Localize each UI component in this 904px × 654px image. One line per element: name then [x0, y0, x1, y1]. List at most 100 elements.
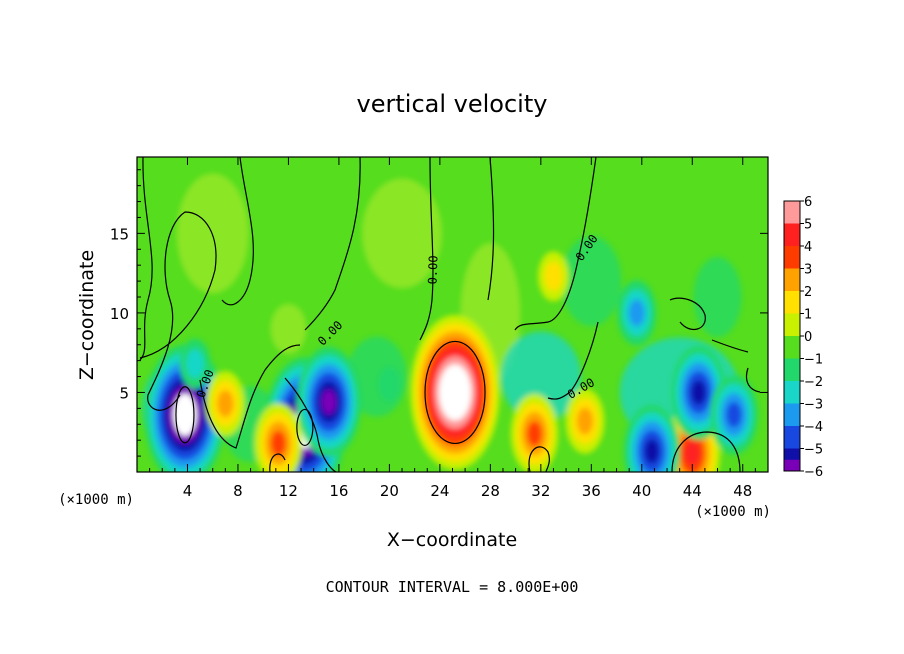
y-axis-label: Z−coordinate	[76, 250, 98, 380]
field-shading	[362, 178, 443, 289]
field-shading	[270, 303, 307, 354]
x-tick-label: 12	[279, 482, 298, 500]
velocity-cell	[205, 371, 245, 437]
velocity-ring	[526, 421, 543, 447]
velocity-ring	[186, 349, 205, 379]
contour-label: 0.00	[426, 255, 441, 284]
colorbar-label: −1	[804, 353, 823, 368]
y-tick-label: 15	[110, 225, 129, 243]
velocity-core	[442, 369, 468, 416]
colorbar-swatch	[784, 381, 800, 404]
velocity-cell	[710, 374, 758, 455]
velocity-cell	[617, 280, 657, 346]
zero-contour	[269, 453, 286, 472]
x-tick-label: 8	[233, 482, 243, 500]
chart-title: vertical velocity	[357, 90, 548, 118]
colorbar-label: −4	[804, 420, 823, 435]
colorbar-label: −2	[804, 375, 823, 390]
velocity-cell	[296, 347, 362, 457]
x-tick-label: 44	[683, 482, 702, 500]
colorbar-label: 2	[804, 285, 812, 300]
colorbar-label: −6	[804, 465, 823, 480]
velocity-ring	[685, 440, 700, 466]
zero-contour	[528, 446, 550, 472]
velocity-cell	[179, 338, 211, 389]
colorbar-swatch	[784, 223, 800, 247]
colorbar-swatch	[784, 291, 800, 314]
y-tick-label: 10	[110, 305, 129, 323]
colorbar-label: 1	[804, 308, 812, 323]
colorbar-swatch	[784, 403, 800, 427]
colorbar-label: 3	[804, 263, 812, 278]
velocity-ring	[270, 430, 286, 457]
field-shading	[693, 257, 742, 337]
zero-contour	[199, 344, 301, 449]
velocity-core	[173, 393, 197, 436]
zero-contour	[711, 339, 749, 353]
velocity-ring	[628, 299, 645, 327]
x-tick-label: 32	[531, 482, 550, 500]
x-tick-label: 4	[183, 482, 193, 500]
velocity-cell	[538, 251, 569, 302]
field-shading	[500, 331, 581, 422]
contour-interval-note: CONTOUR INTERVAL = 8.000E+00	[326, 578, 579, 596]
colorbar-label: 4	[804, 240, 812, 255]
velocity-ring	[576, 407, 594, 435]
velocity-ring	[544, 261, 563, 291]
colorbar-swatch	[784, 358, 800, 382]
velocity-ring	[217, 390, 234, 417]
y-tick-label: 5	[119, 384, 129, 402]
zero-contour	[671, 431, 741, 472]
velocity-ring	[726, 402, 742, 428]
zero-contour	[547, 321, 599, 400]
field-shading	[561, 236, 622, 327]
zero-contour	[221, 157, 254, 306]
colorbar-swatch	[784, 459, 800, 471]
colorbar-label: 5	[804, 218, 812, 233]
colorbar-swatch	[784, 336, 800, 359]
extreme-contour	[424, 340, 486, 445]
x-tick-label: 16	[329, 482, 348, 500]
velocity-cell	[510, 393, 559, 472]
x-tick-label: 24	[430, 482, 449, 500]
velocity-cell	[378, 367, 401, 402]
colorbar-swatch	[784, 268, 800, 292]
velocity-ring	[691, 380, 706, 405]
velocity-cell	[410, 314, 500, 470]
zero-contour	[745, 367, 761, 393]
colorbar-label: 0	[804, 330, 812, 345]
extreme-contour	[175, 386, 195, 444]
colorbar-label: 6	[804, 195, 812, 210]
zero-contour	[284, 377, 337, 472]
field-shading	[176, 173, 249, 294]
zero-contour	[304, 157, 361, 331]
zero-contour	[514, 157, 597, 331]
zero-contour	[139, 157, 153, 361]
zero-contour	[669, 297, 706, 331]
colorbar-label: −3	[804, 398, 823, 413]
velocity-ring	[644, 439, 660, 464]
x-tick-label: 48	[733, 482, 752, 500]
x-tick-label: 20	[380, 482, 399, 500]
velocity-cell	[623, 403, 680, 472]
colorbar-swatch	[784, 426, 800, 449]
zero-contour	[487, 157, 495, 301]
x-tick-label: 28	[481, 482, 500, 500]
y-unit-label: (×1000 m)	[58, 492, 134, 508]
velocity-cell	[254, 403, 303, 472]
velocity-ring	[321, 389, 336, 415]
colorbar-swatch	[784, 246, 800, 269]
x-tick-label: 36	[582, 482, 601, 500]
extreme-contour	[296, 408, 314, 447]
x-unit-label: (×1000 m)	[695, 504, 771, 520]
x-tick-label: 40	[632, 482, 651, 500]
x-axis-label: X−coordinate	[387, 529, 517, 551]
velocity-ring	[378, 367, 401, 402]
zero-contour	[419, 157, 434, 341]
colorbar-swatch	[784, 313, 800, 337]
colorbar-swatch	[784, 201, 800, 224]
plot-area	[137, 157, 768, 472]
zero-contour	[139, 211, 217, 411]
colorbar-label: −5	[804, 443, 823, 458]
